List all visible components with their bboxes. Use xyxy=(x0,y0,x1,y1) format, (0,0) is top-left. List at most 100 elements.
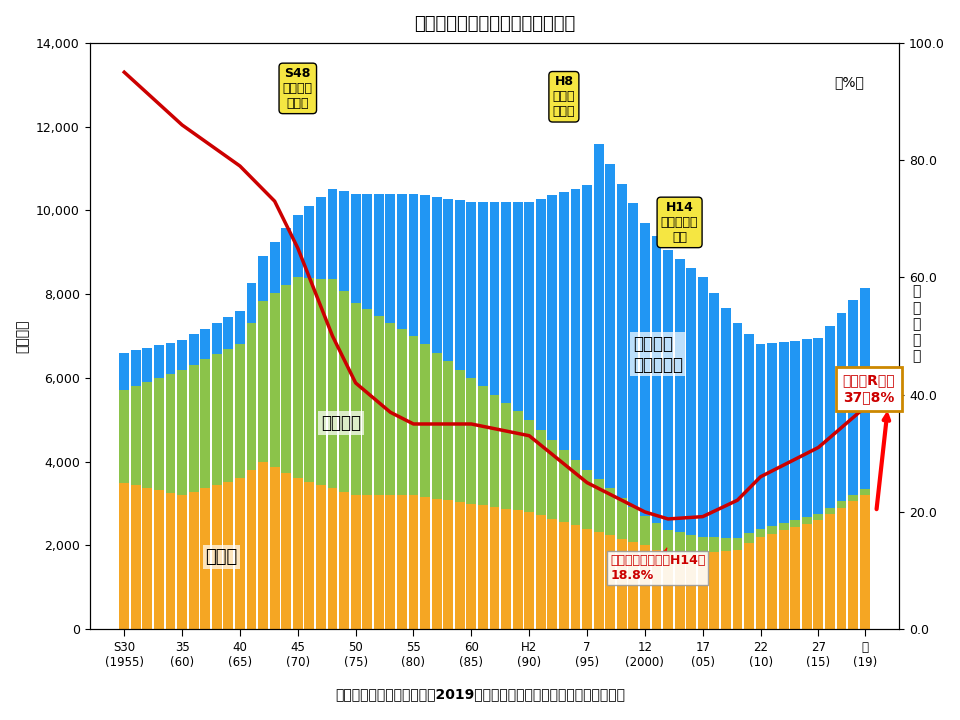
Bar xyxy=(790,527,801,629)
Bar xyxy=(732,549,742,629)
Bar xyxy=(698,554,708,629)
Bar xyxy=(559,522,569,629)
Bar xyxy=(570,189,581,460)
Bar xyxy=(640,223,650,516)
Bar xyxy=(524,202,534,420)
Bar xyxy=(420,344,430,497)
Bar xyxy=(166,492,176,629)
Bar xyxy=(154,490,164,629)
Bar xyxy=(293,277,302,478)
Text: 木
材
自
給
率: 木 材 自 給 率 xyxy=(913,284,921,364)
Bar xyxy=(513,510,522,629)
Bar xyxy=(201,488,210,629)
Bar xyxy=(825,508,835,514)
Bar xyxy=(397,495,407,629)
Bar xyxy=(756,537,765,629)
Bar xyxy=(767,526,777,534)
Bar xyxy=(224,317,233,349)
Bar xyxy=(467,202,476,378)
Bar xyxy=(536,430,545,516)
Title: 木材供給量及び木材自給率の推移: 木材供給量及び木材自給率の推移 xyxy=(414,15,575,33)
Bar xyxy=(501,202,511,403)
Bar xyxy=(582,470,592,528)
Bar xyxy=(235,344,245,478)
Bar xyxy=(316,485,325,629)
Bar xyxy=(686,534,696,554)
Text: （%）: （%） xyxy=(834,76,865,89)
Bar xyxy=(849,495,858,501)
Bar xyxy=(709,552,719,629)
Bar xyxy=(547,518,557,629)
Bar xyxy=(813,338,824,514)
Bar xyxy=(270,242,279,293)
Bar xyxy=(744,534,754,544)
Bar xyxy=(617,498,627,539)
Bar xyxy=(304,278,314,482)
Bar xyxy=(629,542,638,629)
Bar xyxy=(629,507,638,542)
Bar xyxy=(836,501,847,508)
Bar xyxy=(224,482,233,629)
Bar xyxy=(455,502,465,629)
Bar xyxy=(675,554,684,629)
Bar xyxy=(849,501,858,629)
Bar xyxy=(362,194,372,309)
Bar xyxy=(350,194,361,302)
Text: H8
輸入量
ピーク: H8 輸入量 ピーク xyxy=(553,76,575,118)
Bar xyxy=(501,508,511,629)
Bar xyxy=(119,353,130,390)
Bar xyxy=(721,551,731,629)
Text: 出典：林野庁「令和元年（2019年）木材供給量及び木材自給率の推移」: 出典：林野庁「令和元年（2019年）木材供給量及び木材自給率の推移」 xyxy=(335,688,625,701)
Bar xyxy=(409,194,419,336)
Bar xyxy=(605,488,615,536)
Text: 国産材: 国産材 xyxy=(205,548,237,566)
Text: 現在（R元）
37．8%: 現在（R元） 37．8% xyxy=(843,374,895,404)
Bar xyxy=(304,206,314,278)
Bar xyxy=(201,328,210,359)
Bar xyxy=(235,311,245,344)
Bar xyxy=(570,526,581,629)
Bar xyxy=(686,554,696,629)
Bar xyxy=(166,374,176,492)
Bar xyxy=(663,529,673,554)
Bar xyxy=(640,546,650,629)
Bar xyxy=(652,549,661,629)
Bar xyxy=(432,197,442,353)
Bar xyxy=(721,538,731,551)
Bar xyxy=(593,532,604,629)
Bar xyxy=(698,537,708,554)
Bar xyxy=(385,323,396,495)
Bar xyxy=(432,353,442,498)
Bar xyxy=(802,517,812,523)
Bar xyxy=(559,450,569,522)
Bar xyxy=(779,523,788,531)
Bar xyxy=(362,495,372,629)
Bar xyxy=(397,329,407,495)
Bar xyxy=(385,194,396,323)
Bar xyxy=(709,537,719,552)
Bar xyxy=(617,539,627,629)
Bar xyxy=(142,348,153,382)
Bar xyxy=(779,531,788,629)
Bar xyxy=(258,256,268,301)
Bar xyxy=(756,528,765,537)
Text: 輸入製品
輸入燃料材: 輸入製品 輸入燃料材 xyxy=(634,335,684,374)
Bar xyxy=(732,538,742,549)
Bar xyxy=(270,293,279,467)
Bar xyxy=(258,462,268,629)
Bar xyxy=(327,488,337,629)
Bar xyxy=(767,534,777,629)
Bar xyxy=(258,301,268,462)
Bar xyxy=(802,339,812,517)
Bar xyxy=(617,184,627,498)
Bar xyxy=(444,500,453,629)
Bar xyxy=(327,279,337,488)
Bar xyxy=(467,378,476,503)
Bar xyxy=(790,341,801,520)
Bar xyxy=(605,164,615,488)
Bar xyxy=(490,507,499,629)
Text: S48
総需要量
ピーク: S48 総需要量 ピーク xyxy=(283,67,313,110)
Bar xyxy=(524,512,534,629)
Bar xyxy=(490,202,499,395)
Bar xyxy=(224,349,233,482)
